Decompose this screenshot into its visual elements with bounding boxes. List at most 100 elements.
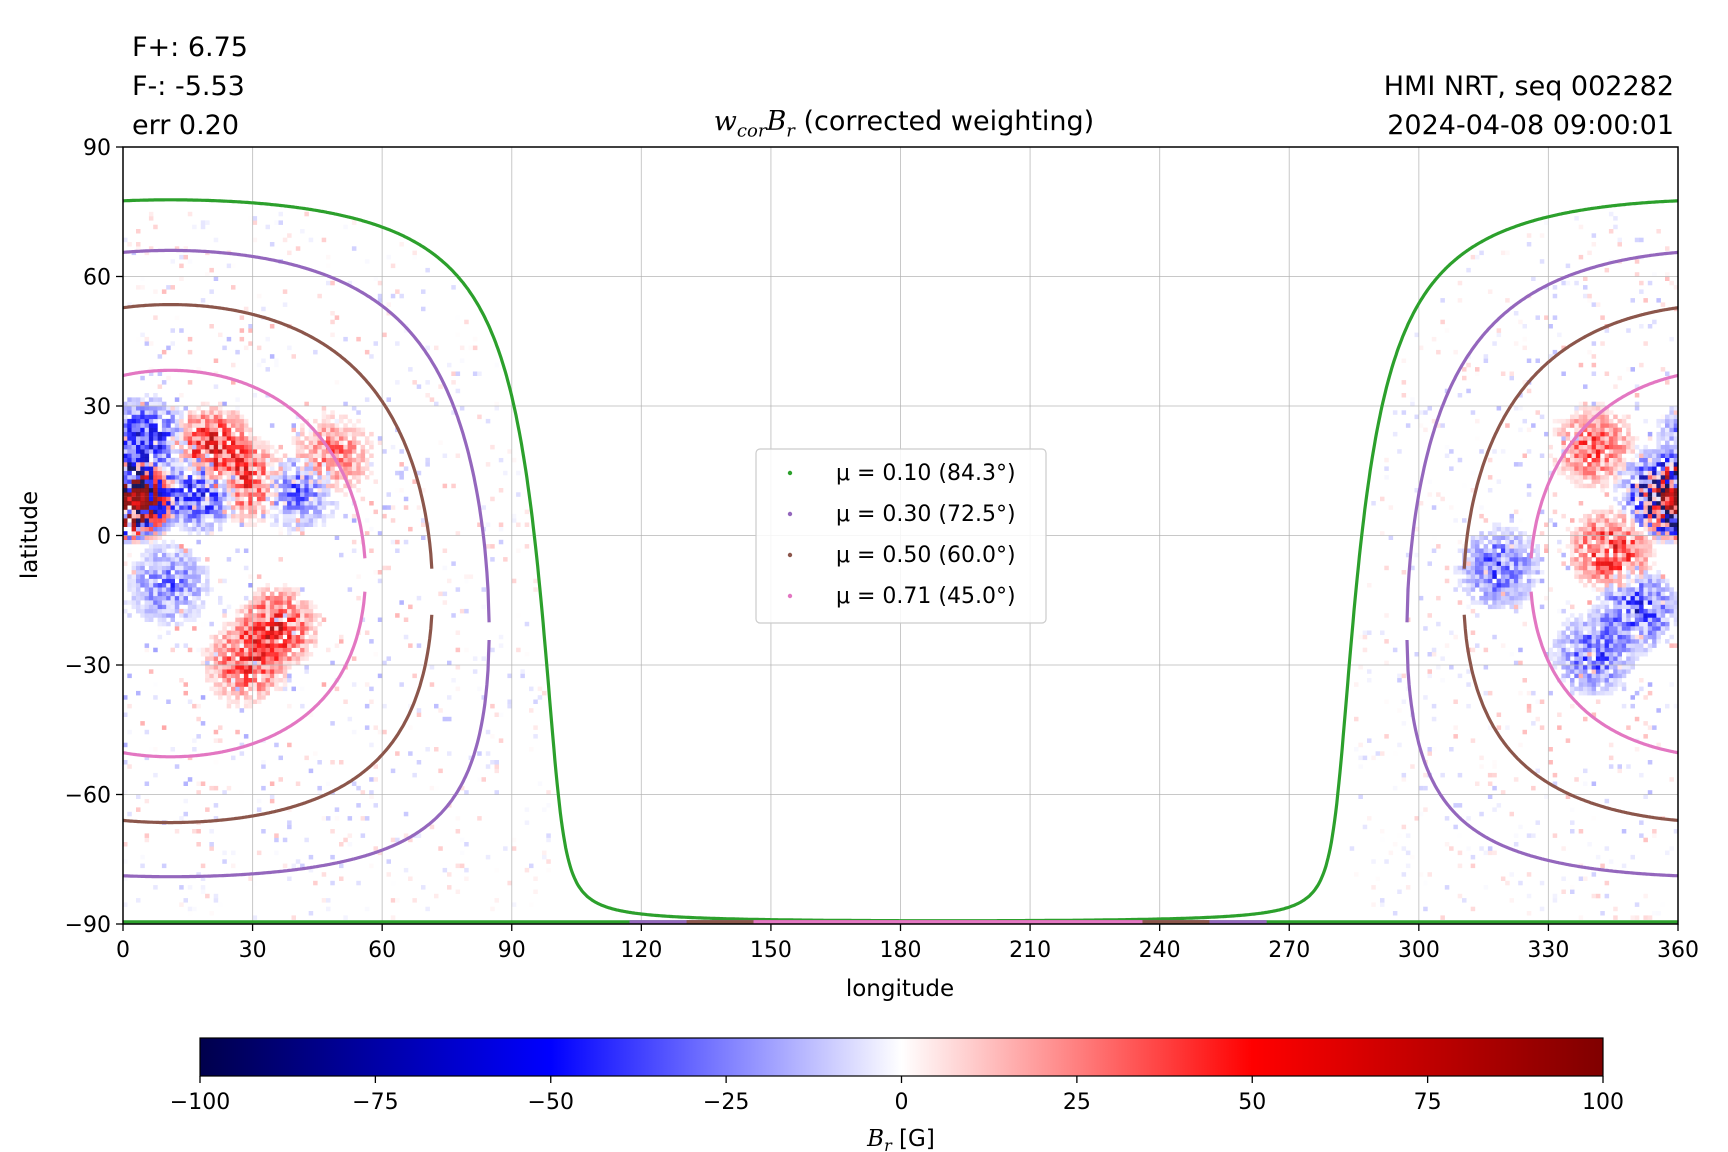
magnetogram-pixel xyxy=(304,457,309,463)
magnetogram-pixel xyxy=(192,224,197,230)
magnetogram-pixel xyxy=(1513,535,1519,540)
magnetogram-pixel xyxy=(1466,565,1471,571)
magnetogram-pixel xyxy=(1595,578,1601,584)
magnetogram-pixel xyxy=(403,833,409,838)
magnetogram-pixel xyxy=(291,587,296,592)
magnetogram-pixel xyxy=(274,595,279,601)
magnetogram-pixel xyxy=(1570,630,1575,635)
magnetogram-pixel xyxy=(161,406,167,411)
magnetogram-pixel xyxy=(269,423,275,428)
magnetogram-pixel xyxy=(1643,535,1648,540)
magnetogram-pixel xyxy=(494,401,499,407)
magnetogram-pixel xyxy=(235,349,240,355)
magnetogram-pixel xyxy=(282,462,288,467)
magnetogram-pixel xyxy=(1552,315,1558,320)
magnetogram-pixel xyxy=(166,431,171,437)
magnetogram-pixel xyxy=(231,285,236,290)
magnetogram-pixel xyxy=(127,600,132,605)
magnetogram-pixel xyxy=(1600,513,1605,519)
magnetogram-pixel xyxy=(1492,548,1497,553)
magnetogram-pixel xyxy=(153,561,158,566)
magnetogram-pixel xyxy=(287,824,292,830)
magnetogram-pixel xyxy=(170,341,175,346)
magnetogram-pixel xyxy=(218,522,223,527)
magnetogram-pixel xyxy=(364,531,370,536)
magnetogram-pixel xyxy=(269,591,275,597)
magnetogram-pixel xyxy=(123,712,128,717)
magnetogram-pixel xyxy=(183,570,188,575)
magnetogram-pixel xyxy=(295,488,301,493)
magnetogram-pixel xyxy=(1647,725,1653,730)
magnetogram-pixel xyxy=(183,583,188,588)
magnetogram-pixel xyxy=(1570,414,1575,420)
magnetogram-pixel xyxy=(209,669,214,674)
magnetogram-pixel xyxy=(1613,216,1618,221)
magnetogram-pixel xyxy=(1509,535,1514,540)
magnetogram-pixel xyxy=(494,768,499,774)
magnetogram-pixel xyxy=(1587,539,1592,545)
magnetogram-pixel xyxy=(205,673,210,679)
magnetogram-pixel xyxy=(339,436,344,441)
magnetogram-pixel xyxy=(140,410,145,415)
magnetogram-pixel xyxy=(196,423,201,428)
magnetogram-pixel xyxy=(287,591,292,597)
magnetogram-pixel xyxy=(330,475,335,480)
magnetogram-pixel xyxy=(278,630,283,635)
magnetogram-pixel xyxy=(1669,526,1674,532)
magnetogram-pixel xyxy=(222,492,227,497)
magnetogram-pixel xyxy=(144,440,150,445)
magnetogram-pixel xyxy=(148,669,154,674)
magnetogram-pixel xyxy=(131,513,137,519)
magnetogram-pixel xyxy=(1384,660,1389,666)
magnetogram-pixel xyxy=(1578,578,1584,584)
magnetogram-pixel xyxy=(265,583,270,588)
magnetogram-pixel xyxy=(1634,509,1640,515)
magnetogram-pixel xyxy=(313,639,318,644)
magnetogram-pixel xyxy=(295,449,301,454)
magnetogram-pixel xyxy=(222,457,227,463)
magnetogram-pixel xyxy=(239,328,245,333)
magnetogram-pixel xyxy=(1397,449,1402,454)
magnetogram-pixel xyxy=(144,431,150,437)
magnetogram-pixel xyxy=(1656,505,1661,510)
magnetogram-pixel xyxy=(313,492,318,497)
magnetogram-pixel xyxy=(1591,608,1597,614)
magnetogram-pixel xyxy=(1574,574,1579,579)
magnetogram-pixel xyxy=(222,652,227,657)
magnetogram-pixel xyxy=(1643,552,1648,558)
magnetogram-pixel xyxy=(248,505,253,510)
magnetogram-pixel xyxy=(1656,621,1661,627)
magnetogram-pixel xyxy=(136,246,141,251)
magnetogram-pixel xyxy=(1647,513,1653,519)
magnetogram-pixel xyxy=(1401,721,1407,726)
magnetogram-pixel xyxy=(1613,915,1618,920)
magnetogram-pixel xyxy=(1656,617,1661,622)
magnetogram-pixel xyxy=(1518,583,1523,588)
magnetogram-pixel xyxy=(1673,488,1678,493)
magnetogram-pixel xyxy=(222,647,227,653)
magnetogram-pixel xyxy=(157,384,163,389)
magnetogram-pixel xyxy=(261,682,266,687)
magnetogram-pixel xyxy=(1578,626,1584,631)
magnetogram-pixel xyxy=(183,548,188,553)
magnetogram-pixel xyxy=(222,639,227,644)
magnetogram-pixel xyxy=(282,682,288,687)
magnetogram-pixel xyxy=(373,725,378,730)
magnetogram-pixel xyxy=(1578,449,1584,454)
magnetogram-pixel xyxy=(1608,431,1614,437)
magnetogram-pixel xyxy=(1647,565,1653,571)
magnetogram-pixel xyxy=(291,513,296,519)
magnetogram-pixel xyxy=(140,462,145,467)
magnetogram-pixel xyxy=(127,811,132,817)
magnetogram-pixel xyxy=(1583,427,1588,433)
magnetogram-pixel xyxy=(1626,561,1631,566)
magnetogram-pixel xyxy=(313,880,318,886)
magnetogram-pixel xyxy=(1583,626,1588,631)
magnetogram-pixel xyxy=(1613,634,1618,640)
magnetogram-pixel xyxy=(1634,488,1640,493)
magnetogram-pixel xyxy=(317,496,322,502)
magnetogram-pixel xyxy=(1604,639,1610,644)
magnetogram-pixel xyxy=(1531,565,1536,571)
magnetogram-pixel xyxy=(170,501,175,506)
magnetogram-pixel xyxy=(1643,518,1648,523)
